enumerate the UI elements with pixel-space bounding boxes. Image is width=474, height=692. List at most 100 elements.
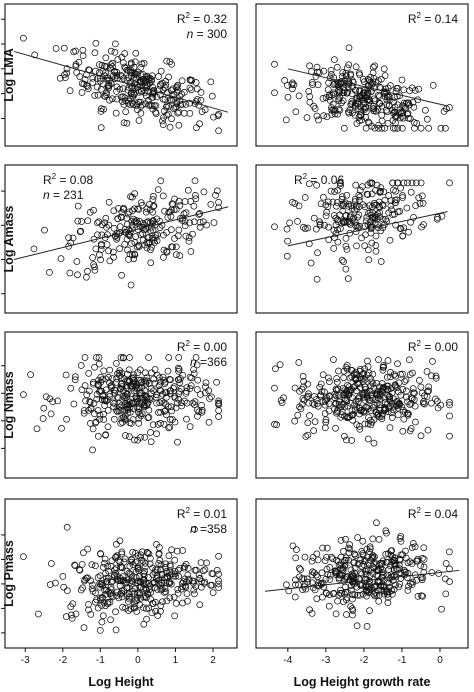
data-point (110, 224, 118, 232)
data-point (155, 382, 163, 389)
data-point (271, 420, 278, 428)
data-point (433, 215, 441, 223)
data-point (91, 363, 98, 371)
data-point (195, 571, 203, 579)
data-point (357, 407, 364, 415)
data-point (83, 391, 91, 399)
regression-line (13, 50, 229, 113)
data-point (284, 237, 291, 245)
data-point (353, 622, 361, 630)
data-point (83, 273, 90, 281)
data-point (112, 109, 120, 117)
data-point (367, 211, 375, 219)
n-label: n =366 (190, 355, 227, 369)
data-point (393, 402, 400, 410)
data-point (33, 425, 41, 433)
data-point (271, 384, 278, 392)
data-point (391, 210, 398, 218)
data-point (384, 599, 392, 606)
data-point (329, 198, 337, 206)
data-point (272, 365, 279, 373)
data-point (392, 221, 399, 229)
data-point (154, 186, 162, 193)
data-point (94, 432, 102, 440)
x-axis-label: Log Height growth rate (294, 675, 431, 689)
data-point (168, 87, 175, 94)
data-point (155, 409, 162, 416)
data-point (144, 589, 151, 597)
data-point (131, 250, 138, 258)
data-point (181, 217, 189, 225)
data-point (84, 545, 92, 553)
data-point (147, 589, 154, 596)
data-point (172, 600, 180, 607)
r-squared-label: R2 = 0.32 (177, 11, 227, 26)
y-axis-label: Log Amass (2, 206, 16, 273)
data-point (351, 405, 359, 413)
data-point (116, 372, 124, 379)
data-point (324, 571, 332, 578)
data-point (345, 44, 353, 52)
data-point (313, 595, 321, 603)
data-point (141, 593, 149, 600)
data-point (105, 567, 112, 575)
data-point (85, 387, 93, 395)
data-point (423, 115, 431, 123)
data-point (161, 408, 168, 415)
data-point (343, 246, 351, 253)
x-tick-label: -4 (283, 655, 292, 666)
data-point (374, 221, 382, 229)
data-point (381, 72, 389, 79)
data-point (337, 553, 345, 561)
data-point (133, 381, 141, 388)
data-point (333, 202, 340, 210)
data-point (95, 376, 102, 384)
data-point (186, 373, 194, 381)
data-point (125, 590, 133, 597)
data-point (103, 241, 111, 248)
data-point (324, 198, 332, 206)
data-point (78, 386, 86, 394)
data-point (101, 586, 109, 594)
data-point (102, 386, 110, 394)
data-point (131, 190, 138, 197)
data-point (364, 357, 371, 365)
data-point (109, 593, 117, 600)
data-point (118, 548, 126, 556)
data-point (27, 371, 34, 378)
data-point (107, 47, 115, 55)
data-point (297, 566, 304, 573)
data-point (340, 367, 348, 375)
n-label: n =358 (190, 522, 227, 536)
data-point (305, 180, 313, 188)
data-point (364, 435, 372, 443)
data-point (361, 557, 369, 565)
data-point (348, 407, 356, 415)
data-point (343, 191, 351, 199)
data-point (446, 548, 453, 556)
data-point (348, 97, 356, 105)
data-point (101, 555, 109, 563)
data-point (174, 438, 181, 446)
data-point (190, 202, 198, 210)
data-point (361, 242, 369, 250)
data-point (406, 371, 414, 378)
r-squared-label: R2 = 0.14 (408, 11, 458, 26)
data-point (174, 589, 182, 597)
data-point (174, 109, 182, 117)
data-point (342, 588, 350, 596)
data-point (118, 589, 126, 597)
data-point (139, 71, 147, 78)
data-point (125, 576, 132, 584)
data-point (350, 559, 358, 567)
data-point (291, 384, 299, 392)
data-point (398, 124, 406, 132)
data-point (149, 387, 157, 395)
data-point (125, 607, 132, 614)
data-point (215, 204, 222, 212)
data-point (306, 606, 313, 614)
data-point (72, 47, 79, 55)
data-point (118, 214, 125, 221)
data-point (126, 433, 133, 440)
data-point (173, 83, 181, 91)
